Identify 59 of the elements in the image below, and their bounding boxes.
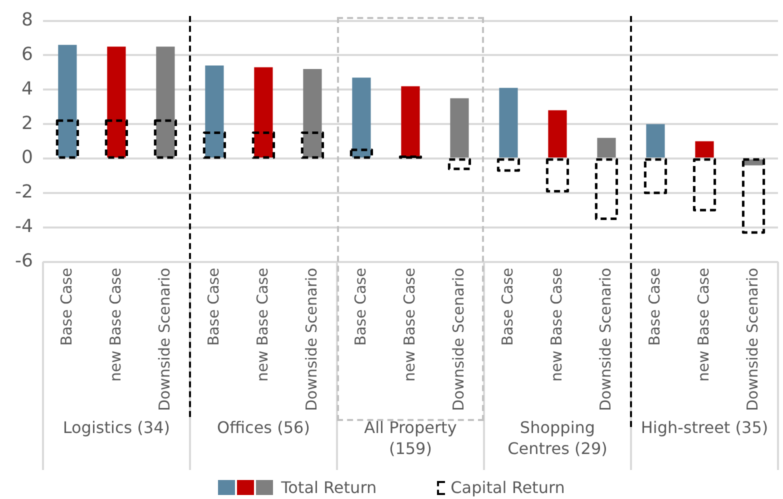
bar xyxy=(742,158,766,234)
bar xyxy=(254,67,273,158)
x-tick-label: Base Case xyxy=(57,268,76,346)
bar xyxy=(548,110,567,158)
y-tick-label: -6 xyxy=(14,250,33,272)
bar xyxy=(56,119,79,159)
bar xyxy=(202,131,226,159)
x-tick-label: Base Case xyxy=(498,268,516,346)
text: Offices (56) xyxy=(216,418,310,438)
bar xyxy=(398,156,422,159)
y-tick-label: -2 xyxy=(14,182,33,203)
x-tick-label: Downside Scenario xyxy=(302,268,320,412)
bar xyxy=(644,158,668,194)
y-tick-label: 0 xyxy=(21,147,33,168)
y-tick-label: -4 xyxy=(14,216,33,238)
bar xyxy=(58,44,77,158)
text: Logistics (34) xyxy=(62,418,170,438)
bar xyxy=(594,158,618,220)
y-tick-label: 2 xyxy=(21,112,33,134)
legend-label: Capital Return xyxy=(450,478,565,497)
text: Shopping Centres (29) xyxy=(508,418,608,458)
bar xyxy=(499,88,518,158)
x-tick-label: Downside Scenario xyxy=(743,268,762,412)
bar xyxy=(104,119,128,159)
x-tick-label: new Base Case xyxy=(400,268,418,382)
bar xyxy=(352,78,371,158)
bar xyxy=(496,158,520,172)
bar xyxy=(692,158,716,212)
bar xyxy=(107,46,126,158)
bar xyxy=(205,66,224,158)
x-tick-label: Base Case xyxy=(351,268,370,346)
bar xyxy=(350,148,374,159)
y-tick-label: 6 xyxy=(21,44,33,65)
bar xyxy=(695,141,714,158)
bar xyxy=(597,138,616,158)
x-tick-label: Base Case xyxy=(204,268,222,346)
x-tick-label: new Base Case xyxy=(547,268,566,382)
y-tick-label: 8 xyxy=(21,9,33,30)
bar xyxy=(252,131,276,159)
text: High-street (35) xyxy=(640,418,768,438)
x-tick-label: new Base Case xyxy=(106,268,124,382)
bar xyxy=(156,46,175,158)
bar xyxy=(303,69,322,158)
x-tick-label: Downside Scenario xyxy=(449,268,468,412)
bar xyxy=(401,86,420,158)
bar xyxy=(448,158,472,170)
bar xyxy=(154,119,177,159)
bar xyxy=(546,158,570,192)
x-tick-label: new Base Case xyxy=(253,268,272,382)
x-tick-label: Downside Scenario xyxy=(596,268,614,412)
x-tick-label: Base Case xyxy=(645,268,664,346)
bar xyxy=(300,131,324,159)
y-tick-label: 4 xyxy=(21,78,33,100)
text: All Property (159) xyxy=(364,418,457,458)
x-tick-label: Downside Scenario xyxy=(155,268,174,412)
x-tick-label: new Base Case xyxy=(694,268,712,382)
bar xyxy=(646,124,665,158)
bar xyxy=(450,98,469,158)
legend-label: Total Return xyxy=(281,478,377,497)
